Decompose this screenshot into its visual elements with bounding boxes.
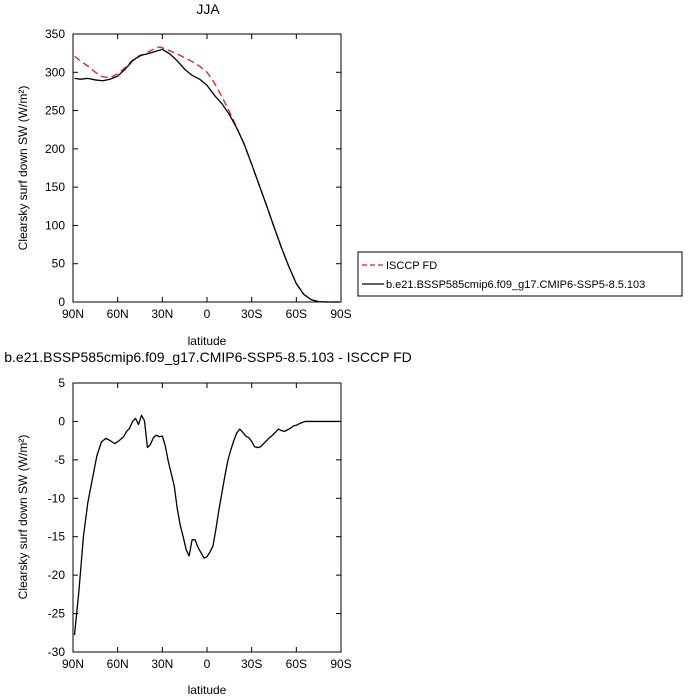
bottom-x-tick-labels: 90N 60N 30N 0 30S 60S 90S [62, 657, 352, 671]
y-tick-label: 100 [45, 218, 65, 232]
y-tick-label: -20 [48, 568, 66, 582]
top-axis-ticks [72, 33, 342, 303]
x-tick-label: 0 [204, 657, 211, 671]
top-y-tick-labels: 0 50 100 150 200 250 300 350 [45, 27, 65, 309]
y-tick-label: 0 [58, 295, 65, 309]
bottom-series-lines [73, 414, 340, 636]
y-tick-label: -30 [48, 645, 66, 659]
top-panel: JJA 90N 60N 30N 0 30S 60S 90S 0 50 100 150 200 250 3… [16, 1, 683, 348]
legend-box [357, 251, 683, 297]
top-x-tick-labels: 90N 60N 30N 0 30S 60S 90S [62, 307, 352, 321]
x-tick-label: 30N [151, 307, 173, 321]
x-tick-label: 30N [151, 657, 173, 671]
x-tick-label: 90N [62, 657, 84, 671]
x-tick-label: 30S [241, 657, 262, 671]
x-tick-label: 60S [286, 657, 307, 671]
top-series-lines [74, 46, 340, 303]
y-tick-label: -15 [48, 530, 66, 544]
x-tick-label: 60N [107, 657, 129, 671]
y-tick-label: 350 [45, 27, 65, 41]
x-tick-label: 0 [204, 307, 211, 321]
bottom-panel: b.e21.BSSP585cmip6.f09_g17.CMIP6-SSP5-8.… [4, 349, 412, 697]
y-tick-label: 250 [45, 104, 65, 118]
bottom-y-axis-title: Clearsky surf down SW (W/m²) [16, 435, 30, 600]
x-tick-label: 60S [286, 307, 307, 321]
legend: ISCCP FD b.e21.BSSP585cmip6.f09_g17.CMIP… [357, 251, 683, 297]
bottom-chart-title: b.e21.BSSP585cmip6.f09_g17.CMIP6-SSP5-8.… [4, 349, 412, 365]
bottom-x-axis-title: latitude [188, 683, 227, 697]
y-tick-label: -25 [48, 607, 66, 621]
top-chart-title: JJA [196, 1, 220, 17]
bottom-series-line-0 [73, 414, 340, 636]
y-tick-label: 300 [45, 65, 65, 79]
x-tick-label: 90N [62, 307, 84, 321]
y-tick-label: 150 [45, 180, 65, 194]
top-x-axis-title: latitude [188, 334, 227, 348]
x-tick-label: 90S [330, 307, 351, 321]
x-tick-label: 30S [241, 307, 262, 321]
y-tick-label: 0 [58, 414, 65, 428]
y-tick-label: 50 [52, 257, 66, 271]
legend-label-model: b.e21.BSSP585cmip6.f09_g17.CMIP6-SSP5-8.… [386, 279, 645, 291]
legend-label-isccp: ISCCP FD [386, 260, 437, 272]
bottom-y-tick-labels: 5 0 -5 -10 -15 -20 -25 -30 [48, 376, 66, 659]
y-tick-label: 200 [45, 142, 65, 156]
bottom-axis-ticks [72, 382, 342, 653]
top-y-axis-title: Clearsky surf down SW (W/m²) [16, 86, 30, 251]
y-tick-label: -5 [54, 453, 65, 467]
x-tick-label: 90S [330, 657, 351, 671]
y-tick-label: -10 [48, 491, 66, 505]
top-series-line-1 [74, 48, 340, 303]
y-tick-label: 5 [58, 376, 65, 390]
x-tick-label: 60N [107, 307, 129, 321]
top-plot-frame [72, 33, 342, 303]
